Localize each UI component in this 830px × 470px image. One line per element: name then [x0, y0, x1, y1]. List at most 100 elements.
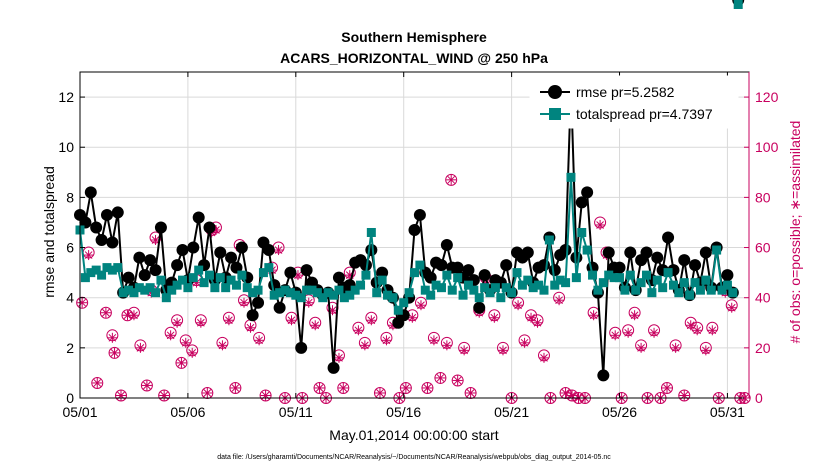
obs-assimilated-marker — [679, 390, 690, 401]
totalspread-point — [679, 278, 689, 288]
totalspread-point — [399, 298, 409, 308]
totalspread-point — [113, 263, 123, 273]
totalspread-point — [226, 275, 236, 285]
obs-assimilated-marker — [538, 352, 549, 363]
rmse-point — [424, 271, 437, 284]
totalspread-point — [167, 285, 177, 295]
obs-assimilated-marker — [400, 382, 411, 393]
totalspread-point — [695, 285, 705, 295]
x-tick-label: 05/16 — [386, 404, 421, 420]
rmse-point — [721, 269, 734, 282]
totalspread-point — [717, 285, 727, 295]
obs-assimilated-marker — [554, 295, 565, 306]
rmse-point — [187, 241, 200, 254]
obs-assimilated-marker — [595, 219, 606, 230]
x-tick-label: 05/06 — [170, 404, 205, 420]
totalspread-point — [161, 293, 171, 303]
obs-assimilated-marker — [519, 337, 530, 348]
right-y-tick-label: 20 — [755, 340, 771, 356]
obs-assimilated-marker — [109, 347, 120, 358]
axis-ticks: 05/01 05/06 05/11 05/16 05/21 05/26 05/31 0 2 4 6 8… — [58, 72, 779, 420]
totalspread-point — [604, 270, 614, 280]
rmse-point — [451, 261, 464, 274]
obs-assimilated-marker — [366, 315, 377, 326]
totalspread-point — [507, 288, 517, 298]
rmse-point — [537, 259, 550, 272]
obs-assimilated-marker — [107, 332, 118, 343]
x-axis-label: May.01,2014 00:00:00 start — [329, 427, 499, 443]
obs-possible-marker — [660, 381, 673, 394]
rmse-point — [235, 241, 248, 254]
chart-title-line-2: ACARS_HORIZONTAL_WIND @ 250 hPa — [280, 50, 548, 66]
obs-assimilated-marker — [176, 357, 187, 368]
totalspread-point — [124, 285, 134, 295]
data-file-footer: data file: /Users/gharamti/Documents/NCA… — [217, 454, 611, 461]
obs-assimilated-marker — [338, 382, 349, 393]
totalspread-point — [582, 245, 592, 255]
rmse-point — [575, 196, 588, 209]
y-tick-label: 4 — [66, 290, 74, 306]
rmse-point — [662, 231, 675, 244]
obs-possible-marker — [421, 381, 434, 394]
totalspread-point — [598, 278, 608, 288]
obs-assimilated-marker — [180, 337, 191, 348]
rmse-point — [225, 251, 238, 264]
totalspread-point — [383, 290, 393, 300]
obs-possible-marker — [115, 389, 128, 402]
totalspread-point — [393, 305, 403, 315]
x-tick-label: 05/21 — [494, 404, 529, 420]
totalspread-point — [323, 288, 333, 298]
chart-title-line-1: Southern Hemisphere — [341, 29, 487, 45]
rmse-point — [133, 251, 146, 264]
totalspread-point — [685, 290, 695, 300]
rmse-point — [284, 266, 297, 279]
obs-assimilated-marker — [92, 377, 103, 388]
totalspread-point — [377, 275, 387, 285]
obs-possible-marker — [91, 376, 104, 389]
totalspread-point — [539, 285, 549, 295]
totalspread-point — [291, 290, 301, 300]
obs-assimilated-marker — [623, 327, 634, 338]
obs-assimilated-marker — [465, 387, 476, 398]
y-tick-label: 6 — [66, 240, 74, 256]
rmse-point — [90, 221, 103, 234]
totalspread-point — [668, 280, 678, 290]
obs-assimilated-marker — [359, 340, 370, 351]
obs-assimilated-marker — [441, 340, 452, 351]
totalspread-point — [269, 290, 279, 300]
totalspread-point — [625, 270, 635, 280]
totalspread-point — [463, 280, 473, 290]
rmse-point — [548, 264, 561, 277]
rmse-point — [500, 259, 513, 272]
rmse-point — [192, 211, 205, 224]
totalspread-point — [577, 227, 587, 237]
totalspread-point — [356, 280, 366, 290]
totalspread-point — [690, 278, 700, 288]
y-tick-label: 12 — [58, 89, 74, 105]
obs-assimilated-marker — [239, 297, 250, 308]
y-tick-label: 0 — [66, 390, 74, 406]
rmse-point — [678, 254, 691, 267]
obs-assimilated-marker — [526, 312, 537, 323]
right-y-tick-label: 0 — [755, 390, 763, 406]
rmse-point — [408, 223, 421, 236]
obs-assimilated-marker — [273, 245, 284, 256]
totalspread-point — [199, 278, 209, 288]
legend-rmse-marker — [548, 85, 562, 99]
totalspread-point — [102, 263, 112, 273]
rmse-point — [100, 208, 113, 221]
obs-assimilated-marker — [497, 345, 508, 356]
rmse-point — [602, 246, 615, 259]
obs-assimilated-marker — [381, 335, 392, 346]
y-tick-label: 10 — [58, 139, 74, 155]
rmse-point — [79, 216, 92, 229]
totalspread-point — [512, 268, 522, 278]
legend: rmse pr=5.2582 totalspread pr=4.7397 — [529, 75, 739, 129]
obs-assimilated-marker — [202, 387, 213, 398]
totalspread-point — [329, 290, 339, 300]
totalspread-point — [204, 270, 214, 280]
obs-assimilated-marker — [428, 335, 439, 346]
totalspread-point — [728, 288, 738, 298]
totalspread-point — [458, 290, 468, 300]
